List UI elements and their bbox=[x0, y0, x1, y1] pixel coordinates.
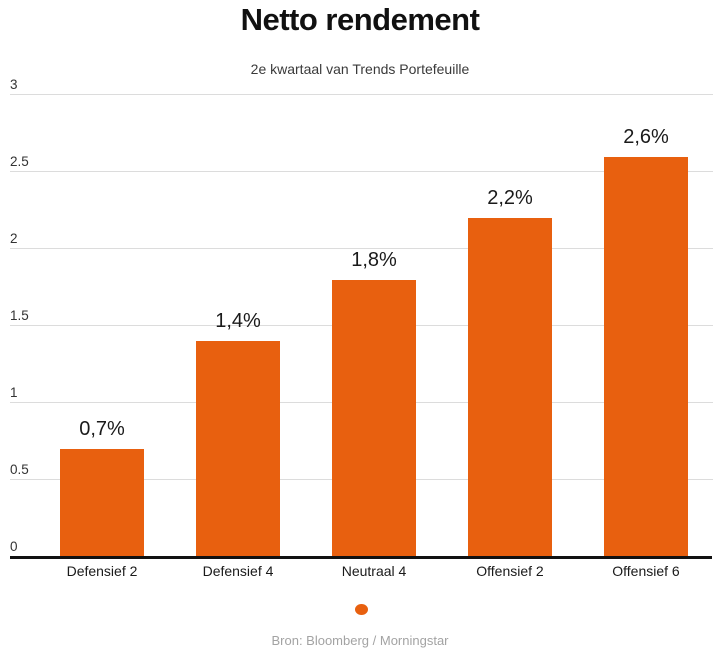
bar-defensief-2 bbox=[60, 449, 144, 557]
y-tick-label: 1 bbox=[10, 385, 18, 400]
gridline bbox=[10, 94, 713, 95]
legend-marker-dot bbox=[355, 604, 368, 615]
bar-value-label: 1,8% bbox=[351, 248, 397, 271]
y-tick-label: 0 bbox=[10, 539, 18, 554]
x-tick-label: Neutraal 4 bbox=[341, 563, 407, 579]
x-axis-line bbox=[10, 556, 712, 559]
chart-title: Netto rendement bbox=[240, 2, 480, 37]
x-tick-label: Defensief 4 bbox=[202, 563, 274, 579]
x-tick-label: Offensief 6 bbox=[612, 563, 680, 579]
chart-subtitle: 2e kwartaal van Trends Portefeuille bbox=[250, 61, 470, 77]
y-tick-label: 2 bbox=[10, 231, 18, 246]
gridline bbox=[10, 171, 713, 172]
y-tick-label: 2.5 bbox=[10, 154, 29, 169]
gridline bbox=[10, 248, 713, 249]
bar-defensief-4 bbox=[196, 341, 280, 557]
bar-value-label: 2,2% bbox=[487, 187, 533, 210]
y-tick-label: 3 bbox=[10, 77, 18, 92]
source-note: Bron: Bloomberg / Morningstar bbox=[271, 633, 449, 648]
bar-value-label: 1,4% bbox=[215, 310, 261, 333]
x-tick-label: Defensief 2 bbox=[66, 563, 138, 579]
bar-value-label: 0,7% bbox=[79, 418, 125, 441]
bar-offensief-6 bbox=[604, 156, 688, 557]
bar-value-label: 2,6% bbox=[623, 125, 669, 148]
bar-offensief-2 bbox=[468, 218, 552, 557]
y-tick-label: 0.5 bbox=[10, 462, 29, 477]
y-tick-label: 1.5 bbox=[10, 308, 29, 323]
bar-neutraal-4 bbox=[332, 279, 416, 557]
x-tick-label: Offensief 2 bbox=[476, 563, 544, 579]
